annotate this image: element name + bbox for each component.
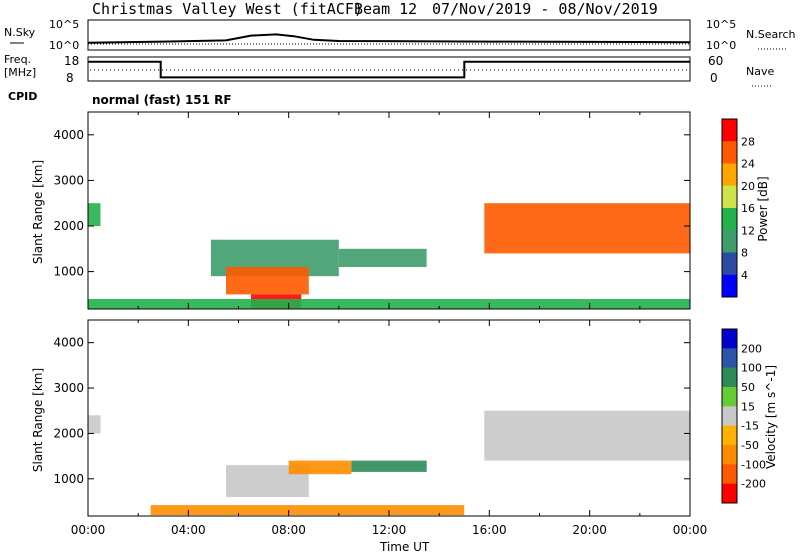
power-cbar-swatch-2: [722, 163, 737, 187]
velocity-panel: 4000 3000 2000 1000 Slant Range [km]: [31, 319, 691, 517]
power-colorbar-label: Power [dB]: [756, 176, 770, 241]
velocity-cbar-swatch-6: [722, 445, 737, 465]
velocity-cbar-swatch-2: [722, 367, 737, 388]
velocity-ytick-label-1: 3000: [53, 381, 84, 395]
xtick-label-5: 20:00: [572, 523, 607, 537]
power-yaxis: 4000 3000 2000 1000: [53, 128, 690, 279]
time-axis-labels: 00:00 04:00 08:00 12:00 16:00 20:00 00:00: [71, 523, 708, 537]
freq-tick-18: 18: [64, 54, 79, 68]
noise-tick-high-left: 10^5: [49, 18, 79, 31]
freq-label-line2: [MHz]: [4, 66, 36, 79]
xtick-label-3: 12:00: [372, 523, 407, 537]
power-region-5: [484, 203, 690, 254]
velocity-cbar-tick-6: -100: [741, 458, 766, 471]
site-title: Christmas Valley West (fitACF): [92, 0, 363, 18]
power-cbar-swatch-5: [722, 230, 737, 253]
power-cbar-tick-6: 4: [741, 269, 748, 282]
power-xaxis-ticks: [87, 112, 691, 309]
velocity-region-5: [484, 410, 690, 461]
velocity-cbar-swatch-5: [722, 425, 737, 446]
xtick-label-1: 04:00: [171, 523, 206, 537]
power-cbar-tick-1: 24: [741, 158, 755, 171]
cpid-label: CPID: [8, 90, 37, 103]
freq-trace: [88, 60, 690, 79]
power-cbar-swatch-4: [722, 208, 737, 231]
velocity-region-4: [150, 505, 465, 516]
velocity-cbar-tick-3: 15: [741, 400, 755, 413]
xtick-label-0: 00:00: [71, 523, 106, 537]
velocity-region-2: [288, 460, 352, 475]
noise-tick-low-right: 10^0: [706, 39, 736, 52]
velocity-region-0: [88, 415, 101, 434]
nave-tick-60: 60: [708, 54, 723, 68]
power-ytick-label-0: 4000: [53, 128, 84, 142]
date-range: 07/Nov/2019 - 08/Nov/2019: [432, 0, 658, 18]
power-panel: 4000 3000 2000 1000 Slant Range [km]: [31, 111, 691, 310]
velocity-cbar-tick-0: 200: [741, 342, 762, 355]
power-cbar-tick-0: 28: [741, 135, 755, 148]
xtick-label-4: 16:00: [472, 523, 507, 537]
power-cbar-swatch-7: [722, 274, 737, 298]
velocity-cbar-swatch-1: [722, 348, 737, 369]
power-region-2: [226, 267, 309, 295]
velocity-cbar-swatch-0: [722, 329, 737, 349]
velocity-cbar-swatch-3: [722, 387, 737, 407]
velocity-colorbar-label: Velocity [m s^-1]: [764, 365, 778, 469]
velocity-cbar-swatch-7: [722, 464, 737, 485]
noise-tick-low-left: 10^0: [49, 39, 79, 52]
power-cbar-tick-3: 16: [741, 202, 755, 215]
power-cbar-swatch-6: [722, 252, 737, 276]
velocity-cbar-tick-1: 100: [741, 362, 762, 375]
velocity-yaxis: 4000 3000 2000 1000: [53, 336, 690, 486]
velocity-marks: [88, 410, 690, 516]
power-ytick-label-3: 1000: [53, 265, 84, 279]
power-cbar-swatch-0: [722, 119, 737, 142]
cpid-text: normal (fast) 151 RF: [92, 93, 232, 107]
velocity-colorbar: 200 100 50 15 -15 -50 -100 -200 Velocity [m s^-…: [721, 328, 778, 504]
power-marks: [88, 203, 690, 309]
xtick-label-6: 00:00: [673, 523, 708, 537]
nsky-label: N.Sky: [4, 26, 36, 39]
velocity-ytick-label-0: 4000: [53, 336, 84, 350]
velocity-cbar-tick-7: -200: [741, 478, 766, 491]
velocity-ytick-label-3: 1000: [53, 472, 84, 486]
velocity-cbar-swatch-4: [722, 406, 737, 427]
velocity-cbar-tick-2: 50: [741, 381, 755, 394]
power-ytick-label-2: 2000: [53, 219, 84, 233]
nave-label: Nave: [746, 65, 774, 78]
beam-label: Beam 12: [354, 0, 417, 18]
velocity-ytick-label-2: 2000: [53, 426, 84, 440]
velocity-ylabel: Slant Range [km]: [31, 368, 45, 472]
power-cbar-swatch-3: [722, 185, 737, 209]
velocity-xaxis-ticks: [87, 320, 691, 516]
power-region-0: [88, 203, 101, 226]
noise-panel: N.Sky 10^5 10^0 10^5 10^0 N.Search: [4, 18, 796, 52]
nave-tick-0: 0: [710, 71, 718, 85]
noise-tick-high-right: 10^5: [706, 18, 736, 31]
nsearch-label: N.Search: [746, 28, 796, 41]
power-cbar-swatch-1: [722, 141, 737, 164]
velocity-cbar-tick-5: -50: [741, 439, 759, 452]
freq-label-line1: Freq.: [4, 53, 31, 66]
power-colorbar: 28 24 20 16 12 8 4 Power [dB]: [721, 118, 770, 298]
velocity-cbar-tick-4: -15: [741, 420, 759, 433]
power-cbar-tick-5: 8: [741, 247, 748, 260]
nsky-trace: [87, 33, 691, 44]
power-cbar-tick-4: 12: [741, 224, 755, 237]
velocity-region-3: [351, 460, 427, 472]
power-ylabel: Slant Range [km]: [31, 160, 45, 264]
freq-tick-8: 8: [66, 71, 74, 85]
freq-panel: Freq. [MHz] 18 8 60 0 Nave: [4, 53, 774, 87]
power-ytick-label-1: 3000: [53, 173, 84, 187]
time-axis-title: Time UT: [379, 540, 430, 554]
xtick-label-2: 08:00: [271, 523, 306, 537]
velocity-cbar-swatch-8: [722, 483, 737, 504]
power-region-4: [338, 248, 427, 267]
power-cbar-tick-2: 20: [741, 180, 755, 193]
